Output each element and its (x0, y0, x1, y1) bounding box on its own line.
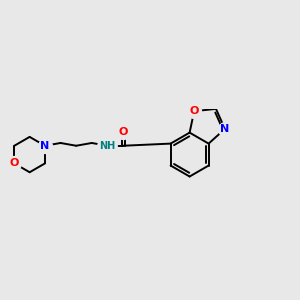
Text: NH: NH (99, 141, 116, 151)
Text: O: O (10, 158, 19, 168)
Text: O: O (190, 106, 199, 116)
Text: N: N (40, 141, 50, 151)
Text: N: N (220, 124, 230, 134)
Text: O: O (118, 127, 128, 137)
